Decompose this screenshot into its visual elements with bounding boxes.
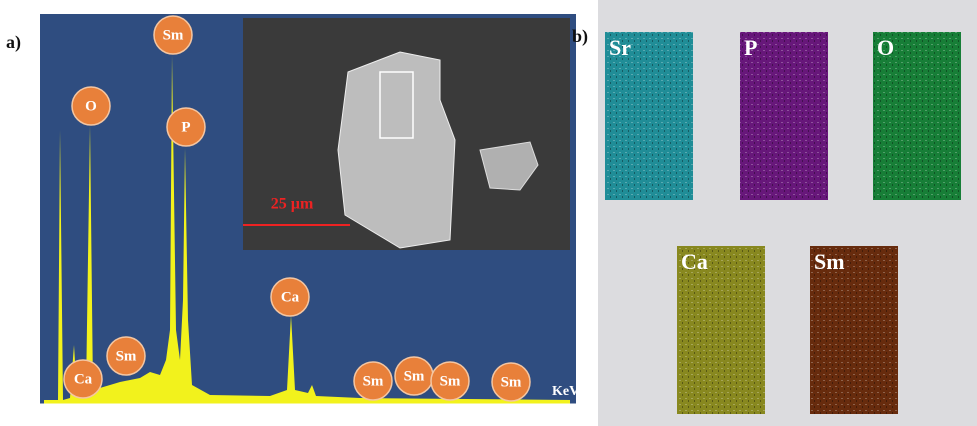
map-label: Ca	[681, 249, 708, 274]
peak-label: Sm	[394, 356, 434, 396]
peak-text: Sm	[440, 373, 461, 389]
peak-label: O	[71, 86, 111, 126]
peak-label: Sm	[491, 362, 531, 402]
map-texture	[605, 32, 693, 200]
peak-text: O	[85, 98, 97, 114]
peak-marker	[63, 359, 103, 399]
peak-marker	[491, 362, 531, 402]
peak-marker	[430, 361, 470, 401]
crystal	[479, 141, 539, 191]
peak-label: Ca	[270, 277, 310, 317]
crystal	[337, 51, 456, 249]
map-label: Sm	[814, 249, 845, 274]
map-texture	[873, 32, 961, 200]
peak-text: P	[181, 119, 190, 135]
panel-label: a)	[6, 32, 21, 53]
peak-label: Ca	[63, 359, 103, 399]
peak-marker	[106, 336, 146, 376]
peak-label: Sm	[353, 361, 393, 401]
map-label: Sr	[609, 35, 631, 60]
tick-label: 0	[53, 410, 61, 426]
tick-label: 4	[308, 410, 316, 426]
peak-marker	[71, 86, 111, 126]
peak-text: Ca	[74, 371, 93, 387]
map-texture	[810, 246, 898, 414]
peak-label: Sm	[153, 15, 193, 55]
map-texture	[740, 32, 828, 200]
map-label: O	[877, 35, 894, 60]
peak-label: P	[166, 107, 206, 147]
peak-text: Sm	[404, 368, 425, 384]
peak-label: Sm	[430, 361, 470, 401]
tick-label: 6	[436, 410, 444, 426]
peak-label: Sm	[106, 336, 146, 376]
peak-marker	[153, 15, 193, 55]
axis-unit: KeV	[552, 384, 579, 399]
peak-text: Sm	[116, 348, 137, 364]
peak-marker	[166, 107, 206, 147]
peak-text: Sm	[501, 374, 522, 390]
peak-text: Ca	[281, 289, 300, 305]
selection-box	[379, 71, 414, 139]
spectrum-curve	[44, 55, 570, 404]
peak-text: Sm	[363, 373, 384, 389]
peak-text: Sm	[163, 27, 184, 43]
map-label: P	[744, 35, 757, 60]
peak-marker	[353, 361, 393, 401]
tick-label: 2	[181, 410, 189, 426]
peak-marker	[270, 277, 310, 317]
tick-label: 8	[563, 410, 571, 426]
panel-label: b)	[572, 26, 588, 47]
map-texture	[677, 246, 765, 414]
scale-label: 25 µm	[271, 196, 314, 213]
